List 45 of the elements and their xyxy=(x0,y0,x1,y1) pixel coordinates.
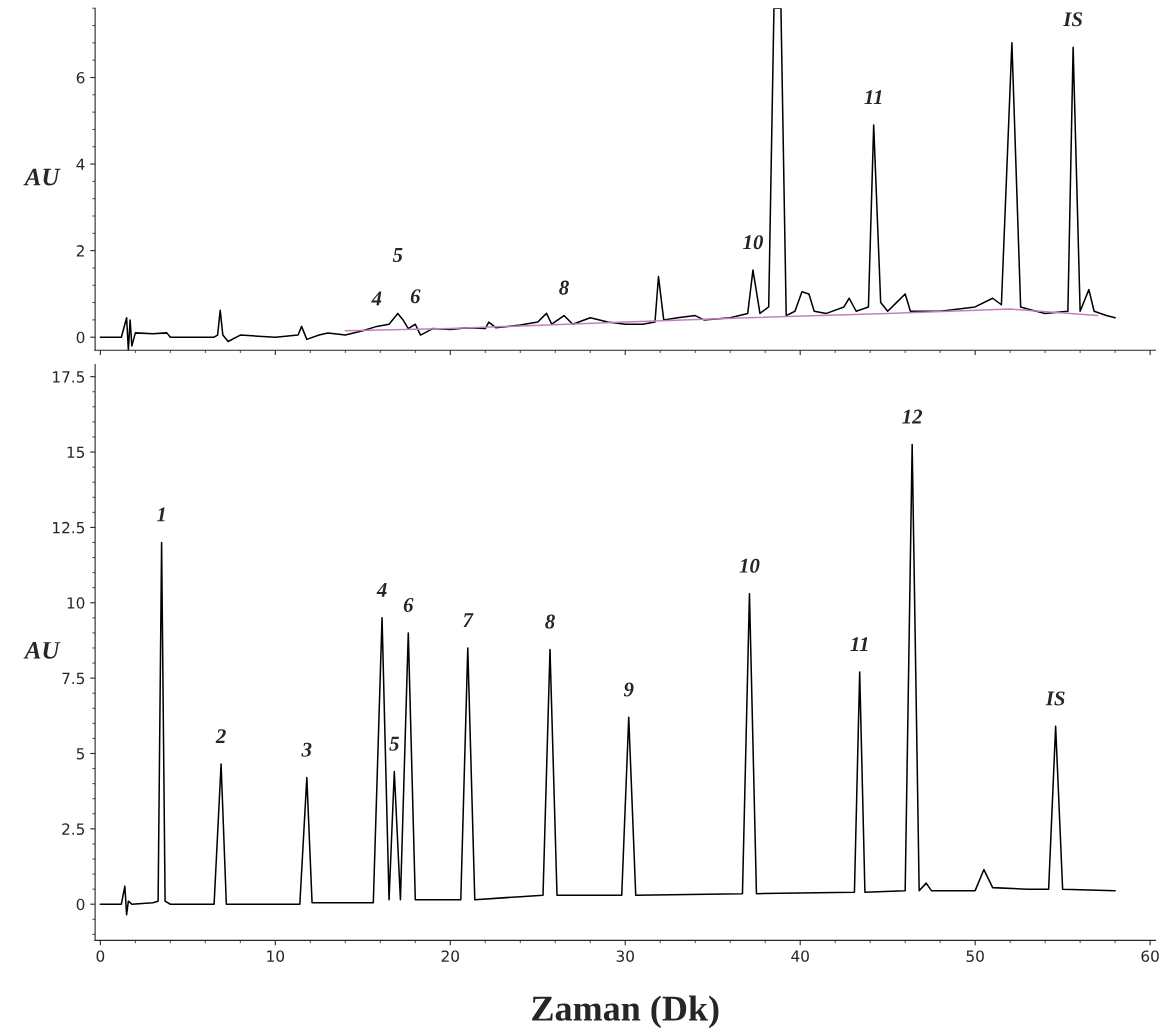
y-tick-label: 0 xyxy=(76,331,85,344)
annotation: 11 xyxy=(864,90,882,105)
annotation: 6 xyxy=(403,598,414,613)
annotation: IS xyxy=(1045,691,1065,706)
annotation: 4 xyxy=(371,291,382,306)
y-tick-label: 10 xyxy=(67,597,85,609)
annotation: 8 xyxy=(559,280,569,295)
y-tick-label: 15 xyxy=(67,446,85,459)
y-tick-label: 0 xyxy=(76,898,85,911)
y-axis-title: AU xyxy=(23,642,61,659)
x-tick-label: 20 xyxy=(441,950,459,962)
y-axis-title: AU xyxy=(23,168,61,186)
annotation: 9 xyxy=(623,682,634,697)
x-tick-label: 60 xyxy=(1141,950,1159,962)
annotation: 12 xyxy=(902,409,923,424)
y-tick-label: 2 xyxy=(76,245,84,257)
y-tick-label: 4 xyxy=(76,158,85,170)
annotation: IS xyxy=(1063,12,1083,27)
line-series xyxy=(99,443,1116,916)
y-tick-label: 5 xyxy=(76,748,85,760)
x-axis-title: Zaman (Dk) xyxy=(532,995,719,1029)
x-tick-label: 0 xyxy=(96,950,105,962)
line-series xyxy=(344,308,1099,332)
annotation: 3 xyxy=(301,742,312,757)
y-tick-label: 12.5 xyxy=(53,521,85,534)
annotation: 2 xyxy=(215,729,226,743)
annotation: 11 xyxy=(850,637,868,651)
annotation: 8 xyxy=(545,614,555,629)
y-tick-label: 17.5 xyxy=(53,371,85,383)
y-tick-label: 2.5 xyxy=(62,823,85,835)
annotation: 7 xyxy=(463,613,474,627)
annotation: 5 xyxy=(389,736,399,751)
x-tick-label: 30 xyxy=(616,950,634,962)
line-series xyxy=(99,8,1116,351)
y-tick-label: 7.5 xyxy=(62,672,85,685)
x-tick-label: 40 xyxy=(791,950,809,962)
y-tick-label: 6 xyxy=(76,71,85,84)
x-tick-label: 50 xyxy=(966,950,984,962)
annotation: 6 xyxy=(410,289,421,304)
x-tick-label: 10 xyxy=(267,950,285,962)
annotation: 10 xyxy=(739,558,760,573)
annotation: 10 xyxy=(743,235,764,250)
annotation: 4 xyxy=(376,583,387,597)
annotation: 1 xyxy=(156,507,165,522)
annotation: 5 xyxy=(392,248,403,262)
